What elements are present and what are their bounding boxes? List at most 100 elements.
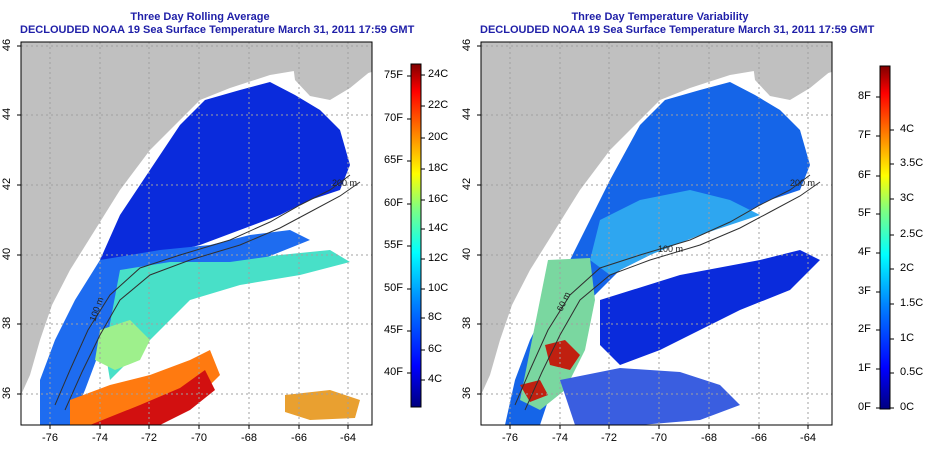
right-land-mainland bbox=[481, 42, 832, 395]
left-contour-label-200m: 200 m bbox=[332, 178, 357, 188]
right-lon-label-64: -64 bbox=[800, 432, 816, 444]
right-cb-f-6: 6F bbox=[858, 169, 871, 181]
left-lat-label-40: 40 bbox=[1, 247, 13, 261]
left-cb-f-60: 60F bbox=[384, 197, 403, 209]
left-cb-c-24: 24C bbox=[428, 68, 449, 80]
right-variability-south bbox=[560, 368, 740, 425]
right-cb-f-8: 8F bbox=[858, 90, 871, 102]
right-lat-label-42: 42 bbox=[461, 177, 473, 191]
left-cb-c-22: 22C bbox=[428, 99, 449, 111]
left-gulf-stream-red bbox=[90, 370, 215, 425]
left-cb-f-75: 75F bbox=[384, 69, 403, 81]
left-map bbox=[21, 42, 372, 425]
left-lat-label-38: 38 bbox=[1, 316, 13, 330]
left-lat-label-46: 46 bbox=[1, 38, 13, 52]
right-cb-f-3: 3F bbox=[858, 285, 871, 297]
left-lat-label-44: 44 bbox=[1, 107, 13, 121]
axis-ticks bbox=[17, 45, 809, 429]
left-map-frame bbox=[20, 41, 373, 426]
right-cb-c-1-5: 1.5C bbox=[900, 297, 924, 309]
right-cb-f-4: 4F bbox=[858, 246, 871, 258]
left-lon-label-66: -66 bbox=[291, 432, 307, 444]
left-lon-label-72: -72 bbox=[141, 432, 157, 444]
left-colorbar bbox=[410, 63, 422, 408]
right-grid bbox=[481, 42, 832, 425]
left-cb-c-16: 16C bbox=[428, 193, 449, 205]
right-map-frame bbox=[480, 41, 833, 426]
right-title-line1: Three Day Temperature Variability bbox=[571, 11, 749, 23]
left-lon-label-64: -64 bbox=[340, 432, 356, 444]
left-colorbar-ticks bbox=[407, 74, 425, 381]
right-cb-f-7: 7F bbox=[858, 129, 871, 141]
right-lon-label-66: -66 bbox=[751, 432, 767, 444]
left-land-novascotia bbox=[290, 42, 372, 100]
right-colorbar bbox=[879, 65, 891, 410]
right-cb-f-2: 2F bbox=[858, 323, 871, 335]
right-cb-c-3: 3C bbox=[900, 192, 915, 204]
right-lon-label-70: -70 bbox=[651, 432, 667, 444]
right-colorbar-ticks bbox=[876, 96, 894, 409]
left-green-patch bbox=[95, 320, 150, 370]
left-cb-c-12: 12C bbox=[428, 252, 449, 264]
right-variability-high-band bbox=[520, 258, 595, 410]
right-cb-c-2: 2C bbox=[900, 262, 915, 274]
left-grid bbox=[21, 42, 372, 425]
right-lon-label-76: -76 bbox=[502, 432, 518, 444]
right-contour-label-100m: 100 m bbox=[658, 244, 683, 254]
right-lat-label-36: 36 bbox=[461, 386, 473, 400]
right-variability-lowest bbox=[600, 250, 820, 365]
left-contour-200m bbox=[64, 181, 361, 411]
left-cb-c-4: 4C bbox=[428, 373, 443, 385]
left-lon-label-76: -76 bbox=[42, 432, 58, 444]
left-cb-f-45: 45F bbox=[384, 324, 403, 336]
right-variability-mid bbox=[590, 190, 760, 275]
left-gulf-stream-orange bbox=[70, 350, 220, 425]
left-lon-label-74: -74 bbox=[92, 432, 108, 444]
right-lon-label-72: -72 bbox=[601, 432, 617, 444]
left-lat-label-42: 42 bbox=[1, 177, 13, 191]
right-lat-label-46: 46 bbox=[461, 38, 473, 52]
right-title-line2: DECLOUDED NOAA 19 Sea Surface Temperatur… bbox=[480, 24, 875, 36]
right-cb-c-0: 0C bbox=[900, 401, 915, 413]
right-cb-f-0: 0F bbox=[858, 401, 871, 413]
right-cb-c-1: 1C bbox=[900, 332, 915, 344]
right-lon-label-74: -74 bbox=[552, 432, 568, 444]
right-lat-label-44: 44 bbox=[461, 107, 473, 121]
left-cb-c-14: 14C bbox=[428, 222, 449, 234]
right-lat-label-38: 38 bbox=[461, 316, 473, 330]
right-cb-c-2-5: 2.5C bbox=[900, 228, 924, 240]
left-cb-f-55: 55F bbox=[384, 239, 403, 251]
right-land-novascotia bbox=[750, 42, 832, 100]
left-cb-f-40: 40F bbox=[384, 366, 403, 378]
left-lon-label-70: -70 bbox=[191, 432, 207, 444]
right-cb-c-0-5: 0.5C bbox=[900, 366, 924, 378]
left-shelf-water bbox=[40, 230, 310, 425]
left-cb-f-50: 50F bbox=[384, 282, 403, 294]
left-lon-label-68: -68 bbox=[241, 432, 257, 444]
right-cb-c-3-5: 3.5C bbox=[900, 157, 924, 169]
left-lat-label-36: 36 bbox=[1, 386, 13, 400]
right-cb-c-4: 4C bbox=[900, 123, 915, 135]
left-title-line1: Three Day Rolling Average bbox=[130, 11, 270, 23]
left-cb-f-70: 70F bbox=[384, 112, 403, 124]
left-contour-100m bbox=[54, 174, 351, 406]
left-title-line2: DECLOUDED NOAA 19 Sea Surface Temperatur… bbox=[20, 24, 415, 36]
left-cb-f-65: 65F bbox=[384, 154, 403, 166]
left-gulf-of-maine bbox=[100, 82, 350, 265]
left-cb-c-10: 10C bbox=[428, 282, 449, 294]
right-contour-100m bbox=[514, 174, 811, 406]
left-cb-c-6: 6C bbox=[428, 343, 443, 355]
right-lon-label-68: -68 bbox=[701, 432, 717, 444]
left-cyan-front bbox=[105, 250, 350, 380]
right-contour-label-200m: 200 m bbox=[790, 178, 815, 188]
right-lat-label-40: 40 bbox=[461, 247, 473, 261]
left-land-mainland bbox=[21, 42, 372, 395]
right-variability-low bbox=[505, 82, 810, 425]
left-cb-c-8: 8C bbox=[428, 311, 443, 323]
right-contour-200m bbox=[524, 181, 821, 411]
left-cb-c-20: 20C bbox=[428, 131, 449, 143]
left-cb-c-18: 18C bbox=[428, 162, 449, 174]
right-map bbox=[481, 42, 832, 425]
right-cb-f-1: 1F bbox=[858, 362, 871, 374]
